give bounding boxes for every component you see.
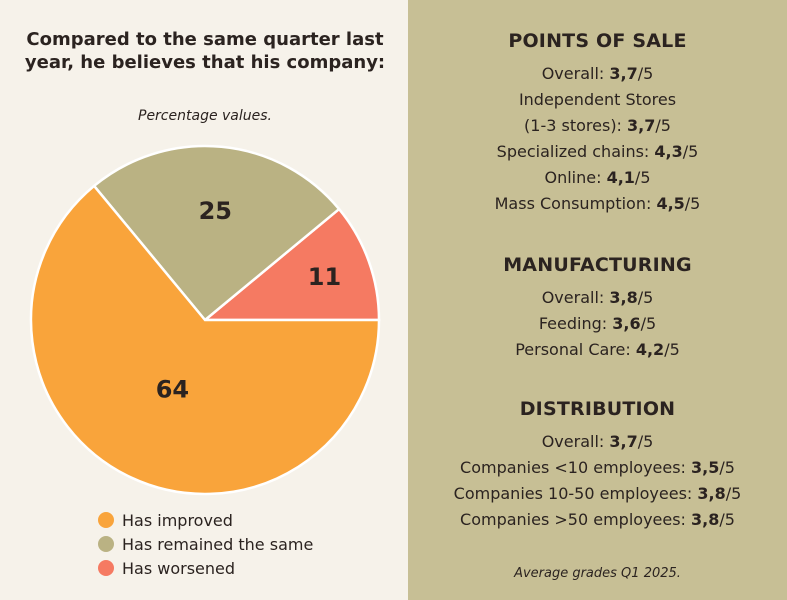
grade-label: (1-3 stores): (524, 116, 628, 135)
legend-item-same: Has remained the same (98, 532, 313, 556)
grade-label: Feeding: (538, 314, 613, 333)
grade-value: 3,7 (609, 432, 638, 451)
chart-panel: Compared to the same quarter last year, … (0, 0, 408, 600)
grade-line: Overall: 3,8/5 (408, 285, 787, 311)
chart-legend: Has improved Has remained the same Has w… (98, 508, 313, 580)
grade-value: 4,3 (654, 142, 683, 161)
grade-scale: /5 (664, 340, 680, 359)
group-distribution: DISTRIBUTION Overall: 3,7/5 Companies <10… (408, 398, 787, 533)
grade-line: Feeding: 3,6/5 (408, 311, 787, 337)
legend-swatch (98, 536, 114, 552)
grade-label: Companies >50 employees: (460, 510, 692, 529)
grade-value: 3,8 (609, 288, 638, 307)
legend-label: Has worsened (122, 558, 236, 578)
grade-label: Overall: (541, 64, 610, 83)
chart-title: Compared to the same quarter last year, … (24, 29, 386, 73)
pie-slice (201, 207, 381, 322)
grade-scale: /5 (637, 432, 654, 451)
grade-value: 3,6 (612, 314, 641, 333)
legend-item-worsened: Has worsened (98, 556, 313, 580)
grade-line: Specialized chains: 4,3/5 (408, 139, 787, 165)
grade-scale: /5 (719, 510, 735, 529)
grade-line: Mass Consumption: 4,5/5 (408, 191, 787, 217)
grade-value: 3,5 (691, 458, 720, 477)
grade-value: 3,7 (627, 116, 656, 135)
grade-value: 4,5 (656, 194, 685, 213)
group-heading: DISTRIBUTION (519, 398, 676, 420)
grade-label: Overall: (541, 288, 610, 307)
grade-line: Overall: 3,7/5 (408, 429, 787, 455)
grade-label: Online: (544, 168, 607, 187)
group-manufacturing: MANUFACTURING Overall: 3,8/5 Feeding: 3,6… (408, 254, 787, 363)
group-lines: Overall: 3,7/5 Companies <10 employees: 3… (408, 429, 787, 533)
grade-label: Companies 10-50 employees: (453, 484, 698, 503)
group-lines: Overall: 3,8/5 Feeding: 3,6/5 Personal Car… (408, 285, 787, 363)
pie-chart: 11 25 64 (29, 144, 381, 496)
slice-value-label: 25 (199, 197, 232, 225)
grade-line: Independent Stores (408, 87, 787, 113)
grade-scale: /5 (684, 194, 701, 213)
grade-value: 4,2 (635, 340, 665, 359)
grade-value: 3,8 (697, 484, 726, 503)
slice-value-label: 11 (308, 263, 341, 291)
grade-line: Overall: 3,7/5 (408, 61, 787, 87)
grade-label: Mass Consumption: (494, 194, 657, 213)
grade-scale: /5 (640, 314, 657, 333)
grade-value: 3,7 (609, 64, 638, 83)
group-lines: Overall: 3,7/5 Independent Stores (1-3 sto… (408, 61, 787, 217)
grade-label: Independent Stores (518, 90, 677, 109)
grades-panel: POINTS OF SALE Overall: 3,7/5 Independent… (408, 0, 787, 600)
legend-label: Has remained the same (122, 534, 314, 554)
grade-scale: /5 (719, 458, 735, 477)
grade-line: Companies >50 employees: 3,8/5 (408, 507, 787, 533)
grade-label: Personal Care: (515, 340, 636, 359)
grade-line: Personal Care: 4,2/5 (408, 337, 787, 363)
grade-label: Specialized chains: (496, 142, 655, 161)
grade-value: 4,1 (606, 168, 635, 187)
legend-item-improved: Has improved (98, 508, 313, 532)
grade-scale: /5 (682, 142, 699, 161)
group-heading: POINTS OF SALE (508, 30, 687, 52)
grade-line: (1-3 stores): 3,7/5 (408, 113, 787, 139)
grade-scale: /5 (637, 288, 654, 307)
legend-swatch (98, 560, 114, 576)
grade-scale: /5 (725, 484, 742, 503)
grade-scale: /5 (634, 168, 651, 187)
grade-line: Companies <10 employees: 3,5/5 (408, 455, 787, 481)
pie-slice (29, 184, 381, 496)
slice-value-label: 64 (156, 375, 189, 403)
legend-label: Has improved (122, 510, 233, 530)
footnote: Average grades Q1 2025. (514, 566, 681, 581)
group-heading: MANUFACTURING (503, 254, 692, 276)
group-points-of-sale: POINTS OF SALE Overall: 3,7/5 Independent… (408, 30, 787, 217)
grade-line: Online: 4,1/5 (408, 165, 787, 191)
legend-swatch (98, 512, 114, 528)
grade-scale: /5 (637, 64, 654, 83)
grade-value: 3,8 (691, 510, 720, 529)
pie-slice (92, 144, 341, 322)
grade-line: Companies 10-50 employees: 3,8/5 (408, 481, 787, 507)
grade-label: Overall: (541, 432, 610, 451)
chart-subtitle: Percentage values. (138, 108, 272, 124)
grade-label: Companies <10 employees: (460, 458, 692, 477)
grade-scale: /5 (655, 116, 671, 135)
